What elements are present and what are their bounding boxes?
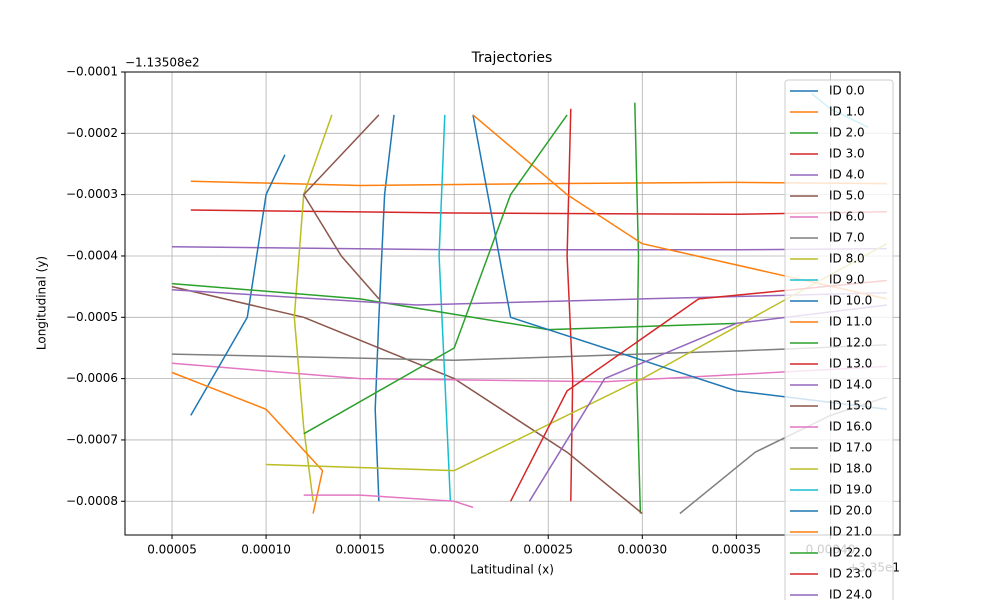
x-tick-label: 0.00010 — [241, 543, 291, 557]
legend-label: ID 3.0 — [829, 147, 865, 161]
legend-label: ID 5.0 — [829, 189, 865, 203]
x-tick-label: 0.00035 — [712, 543, 762, 557]
trajectory-line — [190, 154, 286, 416]
trajectory-line — [171, 285, 643, 515]
trajectory-line — [438, 114, 452, 502]
trajectory-line — [293, 114, 333, 502]
y-offset-label: −1.13508e2 — [125, 56, 200, 70]
legend-label: ID 1.0 — [829, 105, 865, 119]
legend: ID 0.0 ID 1.0 ID 2.0 ID 3.0 ID 4.0 ID 5.0 ID 6… — [784, 79, 894, 600]
x-tick-label: 0.00025 — [523, 543, 573, 557]
legend-label: ID 17.0 — [829, 441, 872, 455]
legend-label: ID 20.0 — [829, 504, 872, 518]
legend-label: ID 12.0 — [829, 336, 872, 350]
trajectory-line — [171, 282, 737, 331]
y-tick-label: −0.0001 — [66, 65, 118, 79]
x-tick-label: 0.00030 — [617, 543, 667, 557]
y-tick-label: −0.0004 — [66, 248, 118, 262]
x-tick-label: 0.00020 — [429, 543, 479, 557]
trajectory-line — [171, 371, 324, 514]
y-tick-label: −0.0003 — [66, 187, 118, 201]
trajectory-line — [266, 243, 888, 472]
legend-label: ID 14.0 — [829, 378, 872, 392]
legend-label: ID 19.0 — [829, 483, 872, 497]
axes-frame — [124, 71, 901, 536]
legend-label: ID 22.0 — [829, 546, 872, 560]
legend-label: ID 6.0 — [829, 210, 865, 224]
x-axis-label: Latitudinal (x) — [470, 563, 554, 577]
x-tick-label: 0.00015 — [335, 543, 385, 557]
legend-frame — [784, 79, 894, 600]
x-tick-label: 0.00005 — [147, 543, 197, 557]
trajectory-line — [171, 362, 887, 383]
trajectory-line — [303, 494, 474, 509]
y-tick-label: −0.0008 — [66, 494, 118, 508]
legend-label: ID 9.0 — [829, 273, 865, 287]
chart-title: Trajectories — [471, 50, 553, 66]
trajectory-line — [634, 102, 642, 514]
legend-label: ID 10.0 — [829, 294, 872, 308]
trajectory-line — [566, 108, 574, 502]
legend-label: ID 24.0 — [829, 588, 872, 600]
ticks: 0.00005 0.00010 0.00015 0.00020 0.00025 0.000… — [66, 65, 855, 557]
legend-label: ID 0.0 — [829, 84, 865, 98]
legend-label: ID 23.0 — [829, 567, 872, 581]
trajectory-line — [374, 114, 395, 502]
legend-label: ID 2.0 — [829, 126, 865, 140]
trajectory-line — [472, 114, 887, 300]
legend-label: ID 18.0 — [829, 462, 872, 476]
legend-label: ID 4.0 — [829, 168, 865, 182]
trajectory-line — [171, 288, 887, 306]
y-tick-label: −0.0005 — [66, 310, 118, 324]
legend-label: ID 11.0 — [829, 315, 872, 329]
legend-label: ID 8.0 — [829, 252, 865, 266]
y-tick-label: −0.0002 — [66, 126, 118, 140]
y-axis-label: Longitudinal (y) — [35, 256, 49, 350]
y-tick-label: −0.0006 — [66, 371, 118, 385]
legend-label: ID 16.0 — [829, 420, 872, 434]
legend-label: ID 7.0 — [829, 231, 865, 245]
trajectory-line — [302, 114, 380, 300]
legend-label: ID 21.0 — [829, 525, 872, 539]
legend-label: ID 15.0 — [829, 399, 872, 413]
y-tick-label: −0.0007 — [66, 432, 118, 446]
trajectory-line — [303, 114, 568, 435]
legend-label: ID 13.0 — [829, 357, 872, 371]
